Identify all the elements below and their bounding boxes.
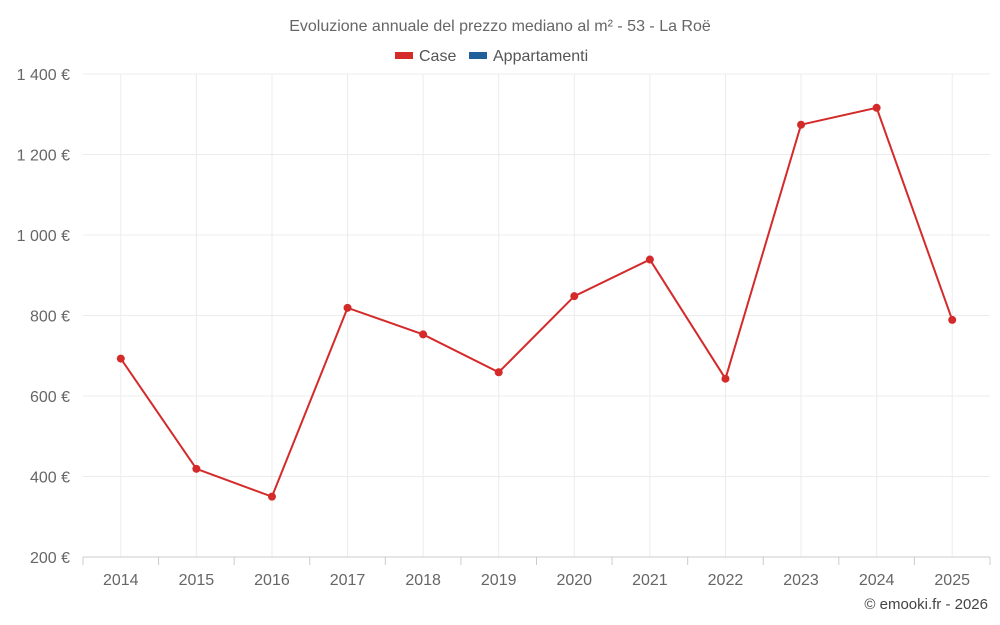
chart-title: Evoluzione annuale del prezzo mediano al… (289, 18, 711, 35)
x-tick-label-2014: 2014 (103, 572, 139, 589)
x-axis: 2014 2015 2016 2017 2018 2019 2020 2021 2022 2023… (82, 556, 991, 589)
legend-swatch-case (395, 52, 413, 59)
credit-text: © emooki.fr - 2026 (864, 596, 988, 613)
legend-item-appartamenti[interactable]: Appartamenti (469, 48, 588, 65)
legend-label-appartamenti: Appartamenti (493, 48, 588, 65)
grid (83, 73, 990, 558)
legend-item-case[interactable]: Case (395, 48, 456, 65)
data-point-case-2014[interactable] (116, 354, 125, 363)
x-tick-label-2025: 2025 (934, 572, 970, 589)
legend-label-case: Case (419, 48, 456, 65)
x-tick-label-2022: 2022 (708, 572, 744, 589)
data-point-case-2019[interactable] (494, 368, 503, 377)
data-point-case-2023[interactable] (797, 120, 806, 129)
data-point-case-2022[interactable] (721, 374, 730, 383)
data-point-case-2015[interactable] (192, 464, 201, 473)
y-tick-label-200: 200 € (30, 550, 70, 567)
legend: Case Appartamenti (395, 48, 588, 65)
data-point-case-2016[interactable] (267, 492, 276, 501)
x-tick-label-2015: 2015 (179, 572, 215, 589)
legend-swatch-appartamenti (469, 52, 487, 59)
series-line-case (119, 106, 954, 498)
x-tick-label-2016: 2016 (254, 572, 290, 589)
data-point-case-2017[interactable] (343, 303, 352, 312)
x-tick-label-2017: 2017 (330, 572, 366, 589)
series-case (116, 103, 957, 501)
x-tick-label-2024: 2024 (859, 572, 895, 589)
y-tick-label-1400: 1 400 € (17, 67, 70, 84)
data-point-case-2020[interactable] (570, 292, 579, 301)
x-tick-label-2021: 2021 (632, 572, 668, 589)
data-point-case-2024[interactable] (872, 103, 881, 112)
y-tick-label-1200: 1 200 € (17, 148, 70, 165)
y-tick-label-800: 800 € (30, 309, 70, 326)
data-point-case-2018[interactable] (419, 330, 428, 339)
x-tick-label-2018: 2018 (405, 572, 441, 589)
data-point-case-2021[interactable] (645, 255, 654, 264)
y-axis: 200 € 400 € 600 € 800 € 1 000 € 1 200 € 1 400 … (17, 67, 70, 567)
x-tick-label-2020: 2020 (556, 572, 592, 589)
y-tick-label-1000: 1 000 € (17, 228, 70, 245)
y-tick-label-400: 400 € (30, 470, 70, 487)
data-point-case-2025[interactable] (948, 315, 957, 324)
x-tick-label-2019: 2019 (481, 572, 517, 589)
x-tick-label-2023: 2023 (783, 572, 819, 589)
y-tick-label-600: 600 € (30, 389, 70, 406)
